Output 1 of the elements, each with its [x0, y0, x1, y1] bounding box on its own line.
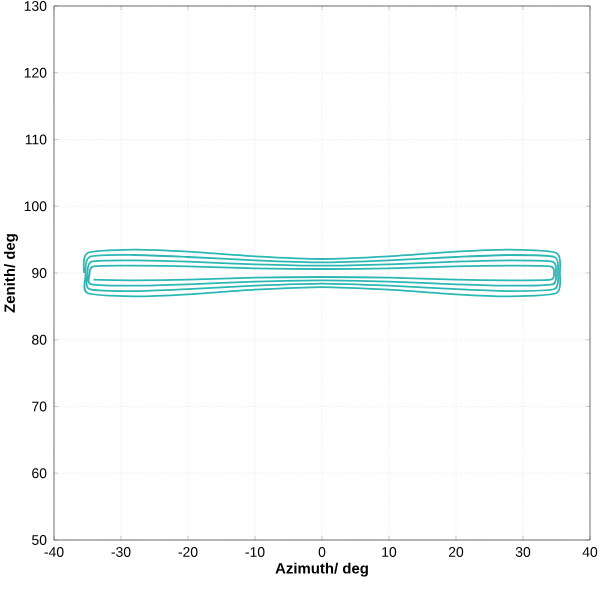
- line-series: [83, 248, 561, 298]
